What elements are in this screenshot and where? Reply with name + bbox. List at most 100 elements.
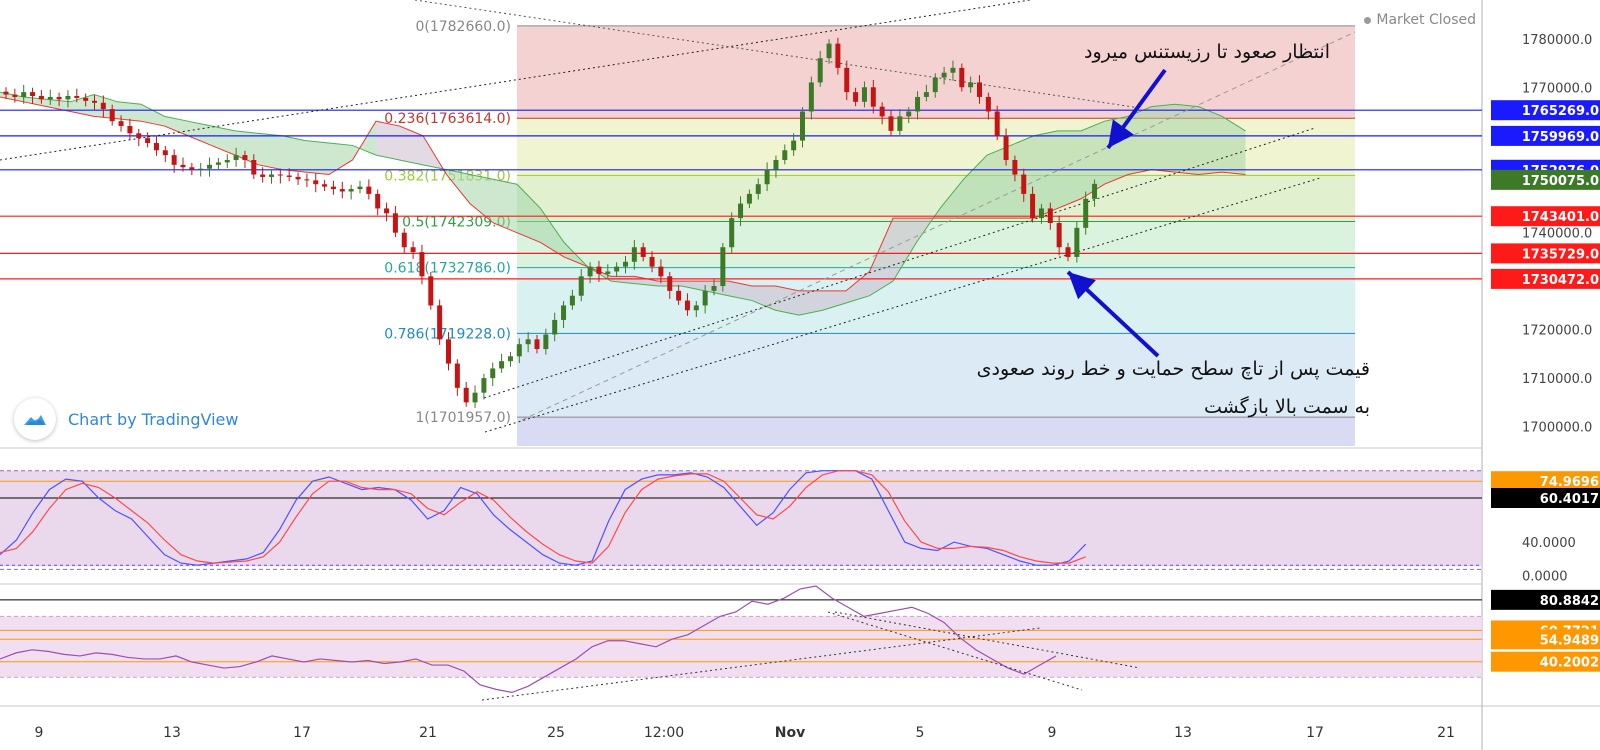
price-level-tag: 1759969.0 (1522, 130, 1599, 145)
candle-body (977, 82, 982, 97)
rsi-trend-line (827, 611, 1083, 691)
time-axis[interactable]: 9 13 17 21 25 12:00 Nov 5 9 13 17 21 (35, 725, 1455, 741)
rsi-line (0, 585, 1057, 694)
candle-body (587, 266, 593, 277)
candle-body (339, 189, 345, 192)
candle-body (782, 150, 788, 160)
candle-body (392, 213, 398, 233)
cloud-segment (611, 276, 635, 284)
candle-body (835, 43, 841, 68)
candle-body (233, 155, 239, 160)
time-tick-label: 13 (163, 725, 181, 741)
candle-body (844, 67, 850, 93)
cloud-segment (141, 104, 165, 127)
candle-body (3, 91, 9, 95)
candle-body (162, 150, 168, 156)
annotations: انتظار صعود تا رزیستنس میرود قیمت پس از … (977, 41, 1370, 418)
cloud-segment (681, 281, 705, 291)
candle-body (215, 162, 221, 165)
candle-body (277, 174, 283, 176)
cloud-segment (517, 184, 541, 243)
candle-body (667, 276, 673, 291)
candle-body (410, 247, 416, 253)
candle-body (1038, 208, 1044, 219)
candle-body (800, 111, 805, 141)
candle-body (348, 189, 354, 192)
candle-body (47, 96, 53, 100)
price-level-tag-bg (1491, 125, 1600, 146)
candle-body (446, 339, 451, 364)
candle-body (428, 276, 434, 306)
ichimoku-span-a (0, 91, 1246, 316)
candle-body (994, 111, 1000, 136)
cloud-segment (799, 290, 823, 316)
candle-body (224, 159, 230, 163)
candle-body (738, 203, 744, 219)
watermark-text: Chart by TradingView (68, 409, 239, 429)
cloud-segment (1222, 116, 1246, 175)
cloud-segment (1128, 106, 1152, 175)
price-tick-label: 1780000.0 (1522, 33, 1592, 48)
candle-body (109, 109, 115, 122)
candle-body (985, 96, 991, 112)
candle-body (915, 96, 921, 112)
candle-body (74, 95, 80, 98)
market-status: Market Closed (1364, 12, 1476, 28)
candle-body (791, 140, 797, 151)
arrow-to-support-head (1068, 272, 1096, 300)
rsi-trend-line (834, 611, 1141, 669)
time-tick-label: 13 (1174, 725, 1192, 741)
candle-body (313, 180, 319, 185)
fib-zone (517, 221, 1355, 268)
candle-body (357, 186, 363, 190)
candle-body (366, 186, 372, 194)
arrow-to-resistance-head (1108, 119, 1134, 148)
candle-body (693, 305, 699, 311)
candle-body (207, 164, 213, 169)
time-tick-label: 9 (35, 725, 44, 741)
candle-body (21, 92, 27, 97)
candle-body (1083, 198, 1089, 228)
tradingview-watermark[interactable]: Chart by TradingView (14, 398, 238, 440)
annotation-bottom-line1: قیمت پس از تاچ سطح حمایت و خط روند صعودی (977, 358, 1370, 380)
candle-body (614, 266, 620, 272)
candle-body (251, 159, 257, 175)
candle-body (153, 143, 159, 151)
fibonacci-retracement[interactable]: 0(1782660.0)0.236(1763614.0)0.382(175183… (384, 19, 1355, 446)
last-price-tag-bg (1491, 169, 1600, 190)
price-level-tag: 1730472.0 (1522, 273, 1599, 288)
rsi-trend-line (481, 627, 1041, 701)
trend-lines[interactable] (0, 0, 1356, 433)
candle-body (932, 77, 938, 93)
candle-body (38, 95, 44, 100)
rsi-level-tag: 54.9489 (1540, 633, 1599, 648)
candle-body (136, 133, 142, 139)
candle-body (640, 247, 646, 257)
candle-body (437, 305, 443, 340)
rsi-level-tag-bg (1491, 589, 1600, 610)
candle-body (676, 290, 682, 301)
cloud-segment (963, 155, 987, 219)
fib-level-label: 0.236(1763614.0) (384, 111, 511, 127)
cloud-segment (1198, 106, 1222, 175)
time-tick-label: 9 (1048, 725, 1057, 741)
cloud-segment (399, 126, 423, 165)
candle-body (92, 100, 97, 103)
price-level-tag-bg (1491, 100, 1600, 121)
candle-body (543, 334, 549, 350)
candle-body (561, 305, 567, 320)
time-tick-label: 21 (1437, 725, 1455, 741)
price-axis[interactable]: 1700000.01710000.01720000.01730000.01740… (1491, 33, 1600, 672)
candle-body (490, 368, 496, 379)
rsi-level-tag: 80.8842 (1540, 594, 1599, 609)
candle-body (472, 392, 478, 403)
candle-body (118, 121, 124, 127)
candle-body (507, 356, 513, 362)
price-level-tag: 1743401.0 (1522, 210, 1599, 225)
time-tick-label: 17 (293, 725, 311, 741)
rsi-level-tag-bg (1491, 629, 1600, 650)
cloud-segment (282, 135, 306, 173)
fib-zone (517, 333, 1355, 418)
tradingview-cloud-icon (14, 398, 56, 440)
